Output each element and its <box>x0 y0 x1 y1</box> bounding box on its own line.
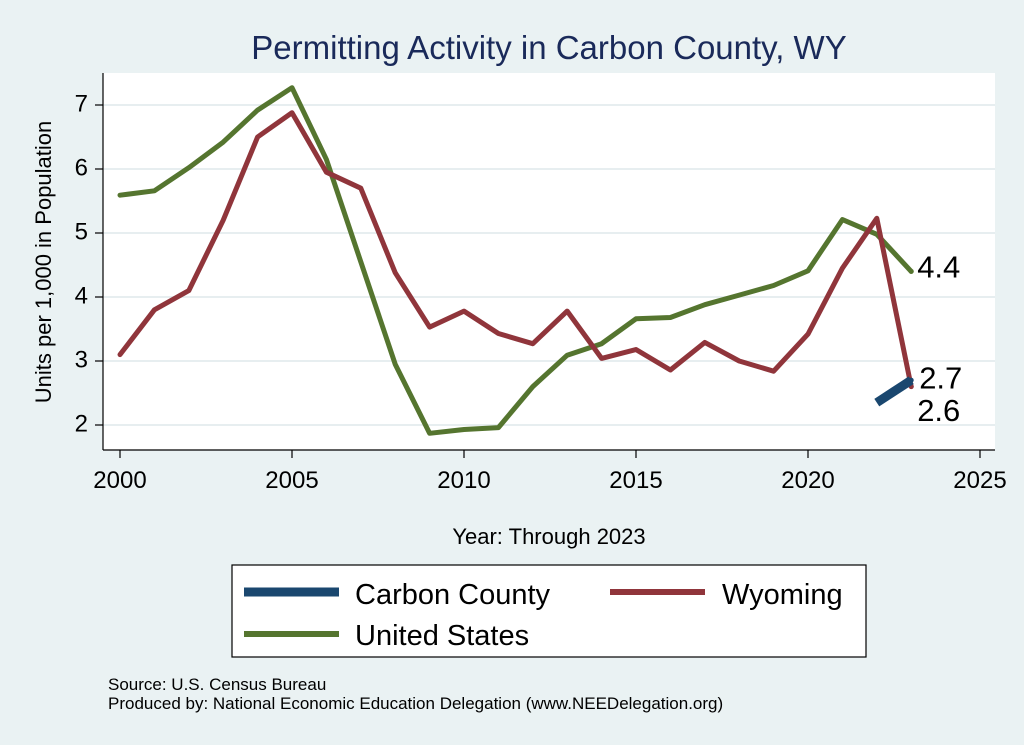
end-label-carbon-county: 2.7 <box>919 360 962 395</box>
x-tick-label-2015: 2015 <box>609 467 662 494</box>
x-tick-label-2025: 2025 <box>953 467 1006 494</box>
series-line-united-states <box>117 85 914 436</box>
y-tick-label-4: 4 <box>75 282 88 309</box>
producer-note: Produced by: National Economic Education… <box>108 694 723 713</box>
series-line-wyoming <box>117 110 914 390</box>
legend-label-wyoming: Wyoming <box>722 579 843 611</box>
x-tick-label-2000: 2000 <box>93 467 146 494</box>
y-tick-label-6: 6 <box>75 154 88 181</box>
legend-label-united-states: United States <box>355 620 529 652</box>
y-axis-label: Units per 1,000 in Population <box>31 121 56 404</box>
chart-title: Permitting Activity in Carbon County, WY <box>251 29 846 66</box>
y-tick-label-2: 2 <box>75 410 88 437</box>
y-tick-label-5: 5 <box>75 218 88 245</box>
x-tick-label-2010: 2010 <box>437 467 490 494</box>
legend: Carbon County Wyoming United States <box>231 564 867 658</box>
end-label-united-states: 4.4 <box>917 250 960 285</box>
legend-box <box>231 564 867 658</box>
legend-label-carbon-county: Carbon County <box>355 579 551 611</box>
end-label-wyoming: 2.6 <box>917 393 960 428</box>
end-labels: 2.72.6 4.4 <box>917 250 962 428</box>
source-note: Source: U.S. Census Bureau <box>108 675 326 694</box>
grid-lines <box>103 104 995 426</box>
x-tick-label-2020: 2020 <box>781 467 834 494</box>
x-tick-label-2005: 2005 <box>265 467 318 494</box>
y-axis-ticks: 2 3 4 5 6 7 <box>75 90 103 437</box>
y-tick-label-3: 3 <box>75 346 88 373</box>
y-tick-label-7: 7 <box>75 90 88 117</box>
x-axis-ticks: 2000 2005 2010 2015 2020 2025 <box>93 450 1007 494</box>
end-marker-united-states <box>908 268 914 274</box>
end-marker-carbon-county <box>908 377 914 383</box>
series-lines <box>117 85 914 436</box>
x-axis-label: Year: Through 2023 <box>452 524 645 549</box>
series-line-carbon-county <box>874 376 914 407</box>
